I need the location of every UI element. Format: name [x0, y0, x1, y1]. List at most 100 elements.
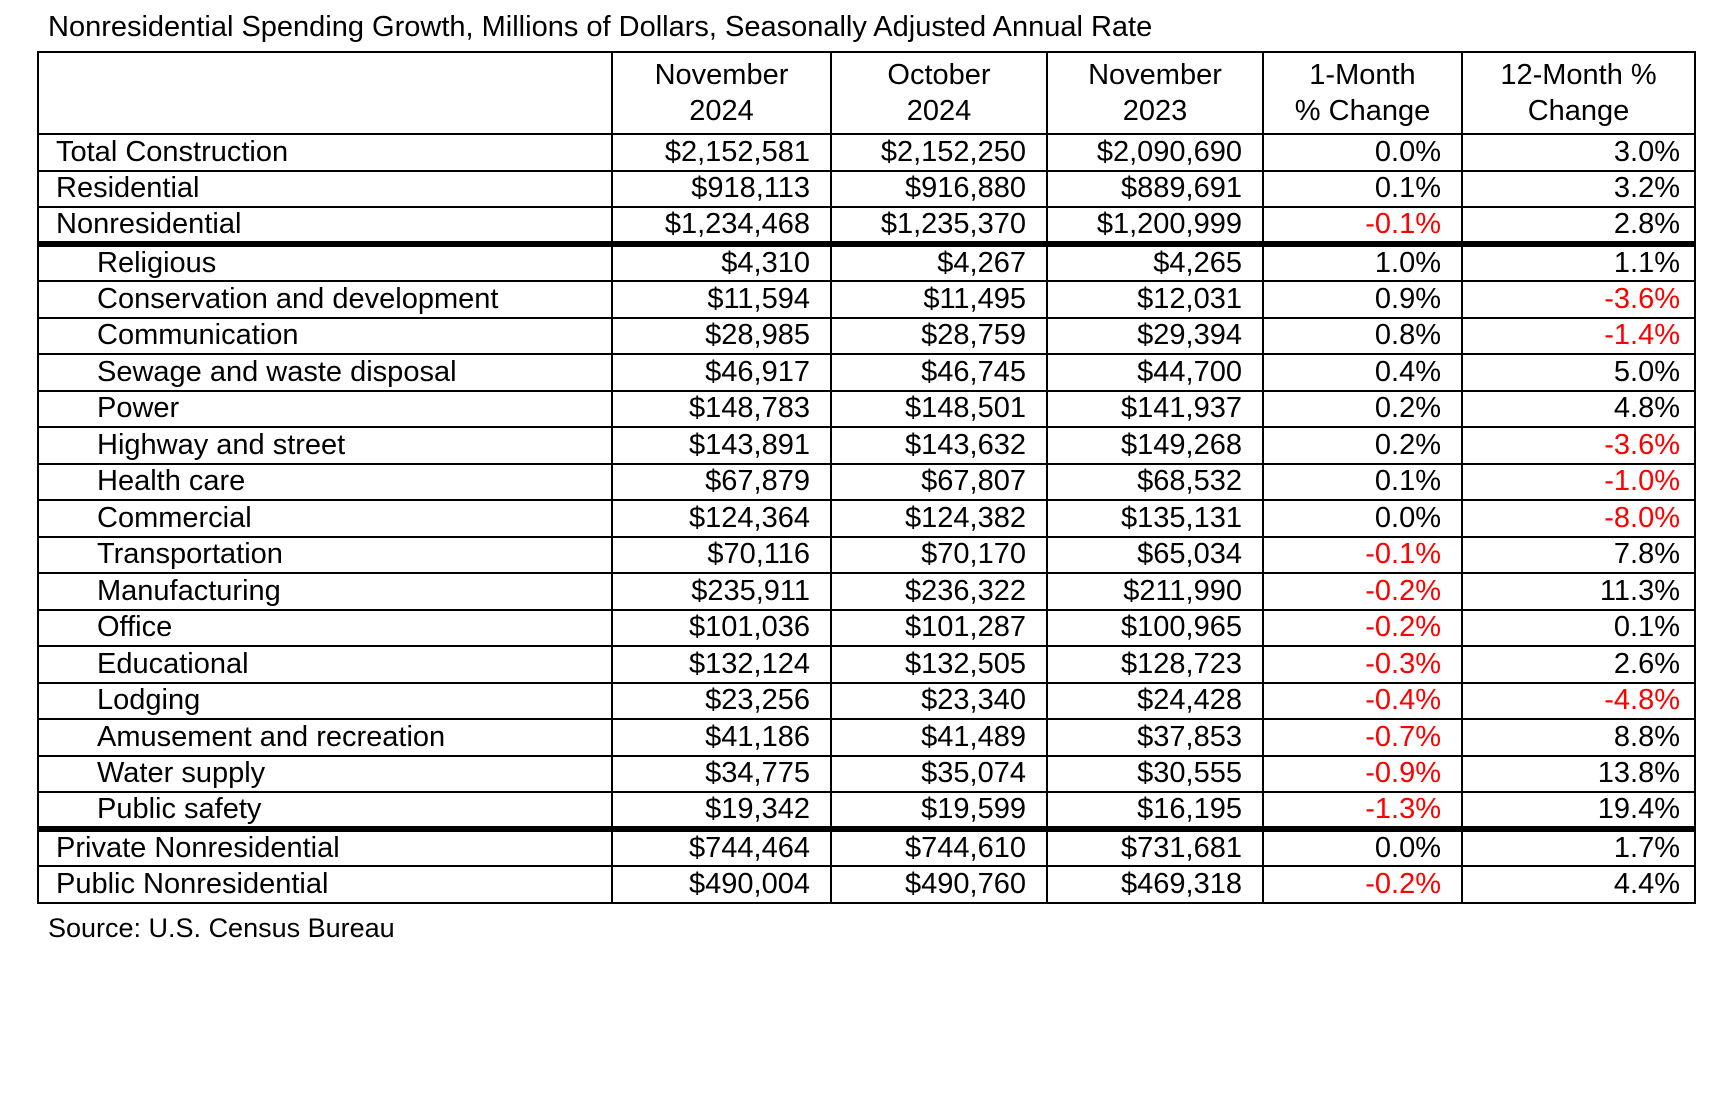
cell-value: 0.0% — [1262, 499, 1463, 538]
cell-value: 0.1% — [1461, 608, 1696, 647]
cell-value: 8.8% — [1461, 718, 1696, 757]
cell-value: $70,116 — [611, 535, 832, 574]
cell-value: 3.2% — [1461, 169, 1696, 208]
cell-value: -3.6% — [1461, 426, 1696, 465]
cell-value: $70,170 — [830, 535, 1048, 574]
table-row: Total Construction $2,152,581 $2,152,250 $2… — [37, 133, 1696, 172]
cell-value: 0.1% — [1262, 462, 1463, 501]
cell-value: $1,235,370 — [830, 206, 1048, 247]
cell-value: $11,495 — [830, 280, 1048, 319]
table-row: Health care $67,879 $67,807 $68,532 0.1% -1.0… — [37, 462, 1696, 501]
cell-value: 2.6% — [1461, 645, 1696, 684]
cell-value: $23,256 — [611, 681, 832, 720]
header-category — [37, 51, 613, 135]
header-november-2023: November 2023 — [1046, 51, 1264, 135]
table-body: Total Construction $2,152,581 $2,152,250 $2… — [37, 133, 1696, 904]
cell-value: -8.0% — [1461, 499, 1696, 538]
cell-value: $24,428 — [1046, 681, 1264, 720]
table-row: Residential $918,113 $916,880 $889,691 0.1% 3… — [37, 169, 1696, 208]
cell-value: -0.4% — [1262, 681, 1463, 720]
table-row: Communication $28,985 $28,759 $29,394 0.8% -1… — [37, 316, 1696, 355]
table-row: Public Nonresidential $490,004 $490,760 $46… — [37, 865, 1696, 904]
cell-value: $4,310 — [611, 243, 832, 282]
cell-value: -0.2% — [1262, 572, 1463, 611]
table-row: Public safety $19,342 $19,599 $16,195 -1.3% 1… — [37, 791, 1696, 832]
cell-value: $41,489 — [830, 718, 1048, 757]
cell-value: 0.8% — [1262, 316, 1463, 355]
cell-value: $128,723 — [1046, 645, 1264, 684]
cell-value: 1.1% — [1461, 243, 1696, 282]
table-row: Manufacturing $235,911 $236,322 $211,990 -0.… — [37, 572, 1696, 611]
header-november-2024: November 2024 — [611, 51, 832, 135]
cell-value: $211,990 — [1046, 572, 1264, 611]
header-1-month-change: 1-Month % Change — [1262, 51, 1463, 135]
cell-value: 4.8% — [1461, 389, 1696, 428]
row-label: Residential — [37, 169, 613, 208]
cell-value: -0.7% — [1262, 718, 1463, 757]
header-october-2024: October 2024 — [830, 51, 1048, 135]
cell-value: $46,745 — [830, 353, 1048, 392]
cell-value: 0.2% — [1262, 426, 1463, 465]
row-label: Amusement and recreation — [37, 718, 613, 757]
cell-value: -4.8% — [1461, 681, 1696, 720]
table-row: Transportation $70,116 $70,170 $65,034 -0.1%… — [37, 535, 1696, 574]
cell-value: $124,382 — [830, 499, 1048, 538]
header-row: November 2024 October 2024 November 2023… — [37, 51, 1696, 135]
cell-value: $101,287 — [830, 608, 1048, 647]
row-label: Total Construction — [37, 133, 613, 172]
cell-value: $4,265 — [1046, 243, 1264, 282]
cell-value: $744,610 — [830, 828, 1048, 867]
cell-value: 0.9% — [1262, 280, 1463, 319]
cell-value: $143,632 — [830, 426, 1048, 465]
cell-value: $132,124 — [611, 645, 832, 684]
cell-value: $65,034 — [1046, 535, 1264, 574]
row-label: Private Nonresidential — [37, 828, 613, 867]
cell-value: $19,599 — [830, 791, 1048, 832]
cell-value: $2,152,250 — [830, 133, 1048, 172]
cell-value: 0.1% — [1262, 169, 1463, 208]
cell-value: 2.8% — [1461, 206, 1696, 247]
cell-value: $16,195 — [1046, 791, 1264, 832]
table-header: November 2024 October 2024 November 2023… — [37, 51, 1696, 135]
cell-value: 5.0% — [1461, 353, 1696, 392]
cell-value: 0.0% — [1262, 828, 1463, 867]
header-12-month-change: 12-Month % Change — [1461, 51, 1696, 135]
cell-value: $744,464 — [611, 828, 832, 867]
row-label: Manufacturing — [37, 572, 613, 611]
cell-value: $19,342 — [611, 791, 832, 832]
cell-value: $68,532 — [1046, 462, 1264, 501]
cell-value: $490,760 — [830, 865, 1048, 904]
cell-value: -1.0% — [1461, 462, 1696, 501]
cell-value: -1.3% — [1262, 791, 1463, 832]
cell-value: 13.8% — [1461, 754, 1696, 793]
cell-value: $1,200,999 — [1046, 206, 1264, 247]
cell-value: $37,853 — [1046, 718, 1264, 757]
cell-value: $34,775 — [611, 754, 832, 793]
table-row: Conservation and development $11,594 $11,4… — [37, 280, 1696, 319]
cell-value: $67,879 — [611, 462, 832, 501]
cell-value: 4.4% — [1461, 865, 1696, 904]
row-label: Public Nonresidential — [37, 865, 613, 904]
table-row: Sewage and waste disposal $46,917 $46,745 $… — [37, 353, 1696, 392]
cell-value: $35,074 — [830, 754, 1048, 793]
cell-value: -0.3% — [1262, 645, 1463, 684]
cell-value: $101,036 — [611, 608, 832, 647]
table-title: Nonresidential Spending Growth, Millions… — [48, 11, 1153, 43]
cell-value: 3.0% — [1461, 133, 1696, 172]
cell-value: $135,131 — [1046, 499, 1264, 538]
table-row: Power $148,783 $148,501 $141,937 0.2% 4.8% — [37, 389, 1696, 428]
row-label: Power — [37, 389, 613, 428]
cell-value: 0.4% — [1262, 353, 1463, 392]
row-label: Water supply — [37, 754, 613, 793]
table-row: Religious $4,310 $4,267 $4,265 1.0% 1.1% — [37, 243, 1696, 282]
row-label: Transportation — [37, 535, 613, 574]
table-row: Water supply $34,775 $35,074 $30,555 -0.9% 13… — [37, 754, 1696, 793]
cell-value: 1.0% — [1262, 243, 1463, 282]
cell-value: 1.7% — [1461, 828, 1696, 867]
table-row: Highway and street $143,891 $143,632 $149,2… — [37, 426, 1696, 465]
cell-value: -0.2% — [1262, 865, 1463, 904]
cell-value: -0.1% — [1262, 535, 1463, 574]
cell-value: $2,090,690 — [1046, 133, 1264, 172]
row-label: Nonresidential — [37, 206, 613, 247]
